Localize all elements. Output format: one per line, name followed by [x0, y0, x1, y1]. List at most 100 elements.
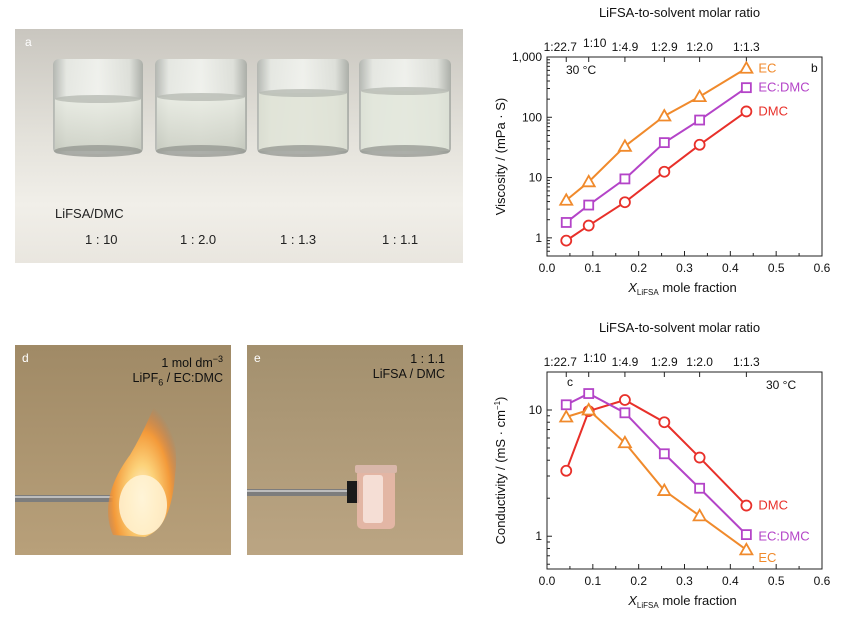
x-tick-label: 0.6	[814, 574, 831, 588]
data-point	[692, 88, 708, 103]
data-point	[619, 407, 631, 419]
series-label: EC:DMC	[758, 80, 809, 95]
chart-title: LiFSA-to-solvent molar ratio	[599, 5, 760, 20]
data-point	[694, 482, 706, 494]
temperature-annotation: 30 °C	[566, 63, 596, 77]
x-tick-label: 0.5	[768, 261, 785, 275]
panel-label-d: d	[22, 351, 29, 365]
photo-d-flame-test: d 1 mol dm−3 LiPF6 / EC:DMC	[15, 345, 231, 555]
data-point	[658, 416, 671, 429]
data-point	[658, 165, 671, 178]
x-tick-label: 0.1	[584, 261, 601, 275]
ratio-text: 1 : 1.1	[410, 352, 445, 366]
top-tick-label: 1:10	[583, 36, 607, 50]
series-line	[565, 67, 747, 202]
data-point	[656, 108, 672, 122]
salt-text: LiPF	[132, 371, 159, 386]
top-tick-label: 1:22.7	[544, 40, 578, 54]
data-point	[740, 529, 752, 541]
vials-solvent-label: LiFSA/DMC	[55, 206, 124, 221]
vial-4	[359, 59, 451, 157]
x-tick-label: 0.3	[676, 261, 693, 275]
series-dmc: DMC	[560, 103, 788, 247]
vials-image	[15, 29, 463, 263]
x-tick-label: 0.4	[722, 261, 739, 275]
vial-1	[53, 59, 143, 157]
data-point	[560, 217, 572, 228]
data-point	[558, 409, 574, 423]
data-point	[740, 82, 752, 94]
series-ec-dmc: EC:DMC	[560, 388, 810, 544]
data-point	[693, 138, 706, 151]
data-point	[581, 174, 597, 188]
top-tick-label: 1:2.0	[686, 355, 713, 369]
data-point	[738, 542, 754, 556]
data-point	[692, 508, 708, 522]
x-tick-label: 0.3	[676, 574, 693, 588]
data-point	[656, 482, 672, 496]
series-ec: EC	[558, 402, 776, 565]
data-point	[581, 402, 597, 416]
data-point	[560, 234, 573, 247]
data-point	[583, 199, 595, 211]
photo-a-vials: a LiFSA/DMC 1 : 10 1 : 2.0 1 : 1.3 1 : 1…	[15, 29, 463, 263]
x-tick-label: 0.0	[539, 574, 556, 588]
y-tick-label: 10	[529, 171, 543, 185]
vial-3	[257, 59, 349, 157]
chart-c: 0.0 0.1 0.2 0.3 0.4 0.5 0.6 1 10 1:22.7 1:10 1:4.9 1…	[493, 320, 831, 610]
panel-label-b: b	[811, 61, 818, 75]
x-tick-label: 0.2	[630, 574, 647, 588]
top-tick-label: 1:1.3	[733, 355, 760, 369]
y-tick-label: 100	[522, 110, 542, 124]
series-line	[565, 408, 747, 551]
solvent-text: / EC:DMC	[163, 371, 223, 386]
top-tick-label: 1:2.9	[651, 40, 678, 54]
y-axis-label: Viscosity / (mPa · S)	[493, 98, 508, 216]
y-tick-label: 1	[535, 529, 542, 543]
top-tick-label: 1:2.0	[686, 40, 713, 54]
data-point	[658, 137, 670, 149]
x-tick-label: 0.0	[539, 261, 556, 275]
panel-label-e: e	[254, 351, 261, 365]
chart-title: LiFSA-to-solvent molar ratio	[599, 320, 760, 335]
flame-test-caption-e: 1 : 1.1 LiFSA / DMC	[373, 352, 445, 382]
data-point	[560, 399, 572, 411]
series-ec: EC	[558, 60, 776, 206]
data-point	[582, 219, 595, 232]
photo-e-flame-test: e 1 : 1.1 LiFSA / DMC	[247, 345, 463, 555]
temperature-annotation: 30 °C	[766, 378, 796, 392]
x-tick-label: 0.4	[722, 574, 739, 588]
y-axis-label: Conductivity / (mS · cm−1)	[493, 397, 508, 545]
vial-ratio-1: 1 : 10	[85, 232, 118, 247]
salt-subscript: 6	[158, 377, 164, 388]
series-line	[565, 398, 748, 507]
data-point	[658, 448, 670, 460]
data-point	[583, 388, 595, 399]
vial-ratio-3: 1 : 1.3	[280, 232, 317, 247]
x-tick-label: 0.6	[814, 261, 831, 275]
series-label: DMC	[758, 498, 788, 513]
x-tick-label: 0.2	[630, 261, 647, 275]
concentration-exponent: −3	[212, 354, 223, 364]
top-tick-label: 1:1.3	[733, 40, 760, 54]
concentration-text: 1 mol dm	[161, 356, 213, 371]
electrolyte-text: LiFSA / DMC	[372, 367, 445, 381]
data-point	[694, 114, 706, 126]
vial-no-flame-image	[247, 345, 463, 555]
data-point	[619, 196, 631, 209]
vial-2	[155, 59, 247, 157]
x-tick-label: 0.5	[768, 574, 785, 588]
y-tick-label: 1	[535, 231, 542, 245]
data-point	[619, 394, 631, 406]
vial-ratio-4: 1 : 1.1	[382, 232, 419, 247]
series-label: EC	[758, 550, 776, 565]
data-point	[619, 173, 631, 185]
x-axis-label: XLiFSA mole fraction	[627, 280, 737, 297]
panel-label-c: c	[567, 375, 573, 389]
series-ec-dmc: EC:DMC	[560, 80, 810, 228]
y-tick-label: 10	[529, 403, 543, 417]
data-point	[738, 60, 754, 74]
top-tick-label: 1:4.9	[612, 355, 639, 369]
